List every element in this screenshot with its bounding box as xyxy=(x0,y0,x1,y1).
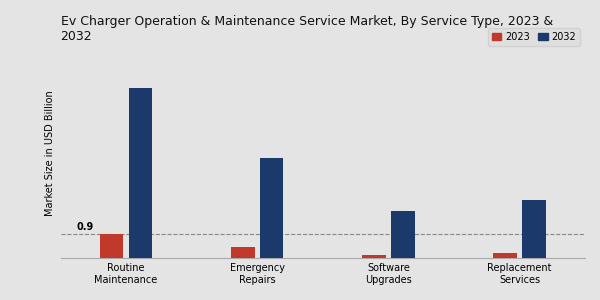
Text: 0.9: 0.9 xyxy=(76,222,94,232)
Bar xyxy=(129,88,152,258)
Y-axis label: Market Size in USD Billion: Market Size in USD Billion xyxy=(45,90,55,216)
Bar xyxy=(391,211,415,258)
Bar xyxy=(362,255,386,258)
Bar xyxy=(260,158,283,258)
Bar xyxy=(100,234,124,258)
Legend: 2023, 2032: 2023, 2032 xyxy=(488,28,580,46)
Bar xyxy=(522,200,545,258)
Text: Ev Charger Operation & Maintenance Service Market, By Service Type, 2023 &
2032: Ev Charger Operation & Maintenance Servi… xyxy=(61,15,553,43)
Bar xyxy=(493,253,517,258)
Bar xyxy=(231,248,254,258)
